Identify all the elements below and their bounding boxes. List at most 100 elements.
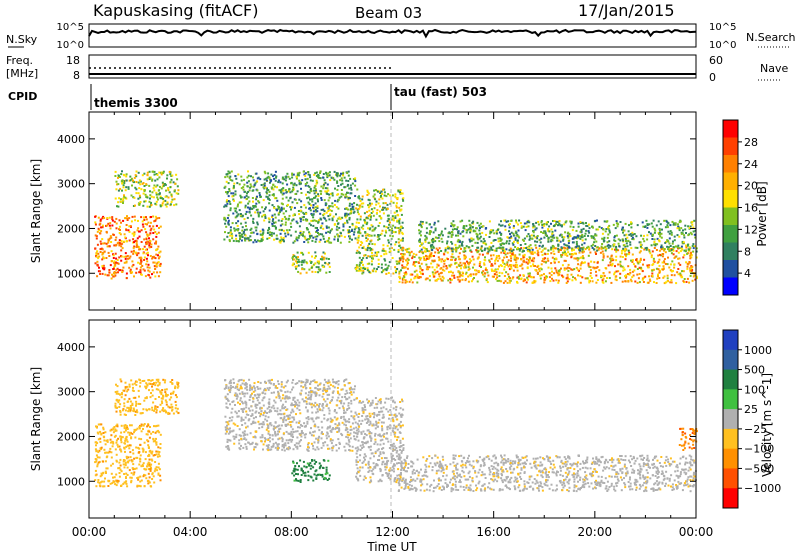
echo-cell <box>417 276 420 279</box>
echo-cell <box>240 235 243 238</box>
echo-cell <box>340 183 342 186</box>
echo-cell <box>690 269 693 272</box>
echo-cell <box>461 271 464 274</box>
echo-cell <box>627 253 630 256</box>
echo-cell <box>457 278 460 281</box>
echo-cell <box>311 198 314 201</box>
echo-cell <box>157 245 160 248</box>
echo-cell <box>270 186 273 189</box>
echo-cell <box>441 258 444 261</box>
echo-cell <box>170 396 173 399</box>
echo-cell <box>472 258 475 261</box>
echo-cell <box>672 222 675 225</box>
echo-cell <box>602 256 605 259</box>
echo-cell <box>617 242 620 245</box>
echo-cell <box>230 170 233 173</box>
echo-cell <box>367 214 370 217</box>
echo-cell <box>233 227 236 230</box>
echo-cell <box>347 232 350 235</box>
echo-cell <box>165 189 167 192</box>
echo-cell <box>387 219 390 222</box>
echo-cell <box>225 180 228 183</box>
echo-cell <box>661 228 663 231</box>
echo-cell <box>672 223 675 226</box>
echo-cell <box>595 270 597 273</box>
echo-cell <box>311 214 314 217</box>
echo-cell <box>536 240 539 243</box>
echo-cell <box>341 182 344 185</box>
echo-cell <box>111 273 113 276</box>
echo-cell <box>571 247 573 250</box>
echo-cell <box>159 447 162 450</box>
echo-cell <box>454 248 457 251</box>
echo-cell <box>668 232 671 235</box>
echo-cell <box>533 251 536 254</box>
echo-cell <box>639 258 642 261</box>
echo-cell <box>422 256 425 258</box>
echo-cell <box>690 251 692 254</box>
echo-cell <box>397 189 400 192</box>
echo-cell <box>351 222 354 225</box>
echo-cell <box>158 227 160 229</box>
echo-cell <box>451 258 453 261</box>
echo-cell <box>602 272 605 274</box>
echo-cell <box>137 227 140 230</box>
echo-cell <box>256 223 259 226</box>
echo-cell <box>99 222 102 225</box>
echo-cell <box>295 267 298 270</box>
echo-cell <box>298 171 301 174</box>
echo-cell <box>630 226 633 229</box>
echo-cell <box>317 268 320 271</box>
echo-cell <box>260 184 263 186</box>
echo-cell <box>133 468 136 470</box>
echo-cell <box>314 271 317 273</box>
echo-cell <box>464 256 467 259</box>
echo-cell <box>275 226 277 229</box>
echo-cell <box>145 196 148 198</box>
echo-cell <box>658 271 661 274</box>
echo-cell <box>342 174 345 177</box>
echo-cell <box>547 266 550 269</box>
echo-cell <box>528 261 531 264</box>
echo-cell <box>646 264 649 267</box>
echo-cell <box>575 245 578 248</box>
echo-cell <box>325 202 328 205</box>
echo-cell <box>139 269 142 272</box>
echo-cell <box>155 224 158 227</box>
echo-cell <box>483 240 486 243</box>
echo-cell <box>322 227 325 230</box>
echo-cell <box>430 226 433 229</box>
echo-cell <box>363 212 366 215</box>
echo-cell <box>123 402 126 405</box>
echo-cell <box>106 467 109 470</box>
echo-cell <box>540 274 543 277</box>
echo-cell <box>256 189 259 192</box>
echo-cell <box>430 254 433 257</box>
echo-cell <box>527 275 530 278</box>
echo-cell <box>557 243 560 246</box>
echo-cell <box>337 234 340 237</box>
echo-cell <box>659 223 662 226</box>
echo-cell <box>515 234 518 237</box>
echo-cell <box>301 233 304 236</box>
echo-cell <box>430 252 433 255</box>
echo-cell <box>684 224 687 227</box>
echo-cell <box>224 217 227 220</box>
echo-cell <box>147 472 150 475</box>
echo-cell <box>314 405 317 408</box>
echo-cell <box>111 218 114 221</box>
echo-cell <box>431 266 434 269</box>
echo-cell <box>124 381 127 384</box>
echo-cell <box>100 423 103 426</box>
echo-cell <box>113 266 115 269</box>
echo-cell <box>149 465 152 468</box>
echo-cell <box>394 193 397 196</box>
echo-cell <box>437 273 440 276</box>
echo-cell <box>154 242 157 245</box>
echo-cell <box>256 399 259 402</box>
echo-cell <box>516 276 519 279</box>
echo-cell <box>328 381 331 384</box>
echo-cell <box>404 279 407 282</box>
echo-cell <box>640 246 643 249</box>
echo-cell <box>114 170 117 173</box>
